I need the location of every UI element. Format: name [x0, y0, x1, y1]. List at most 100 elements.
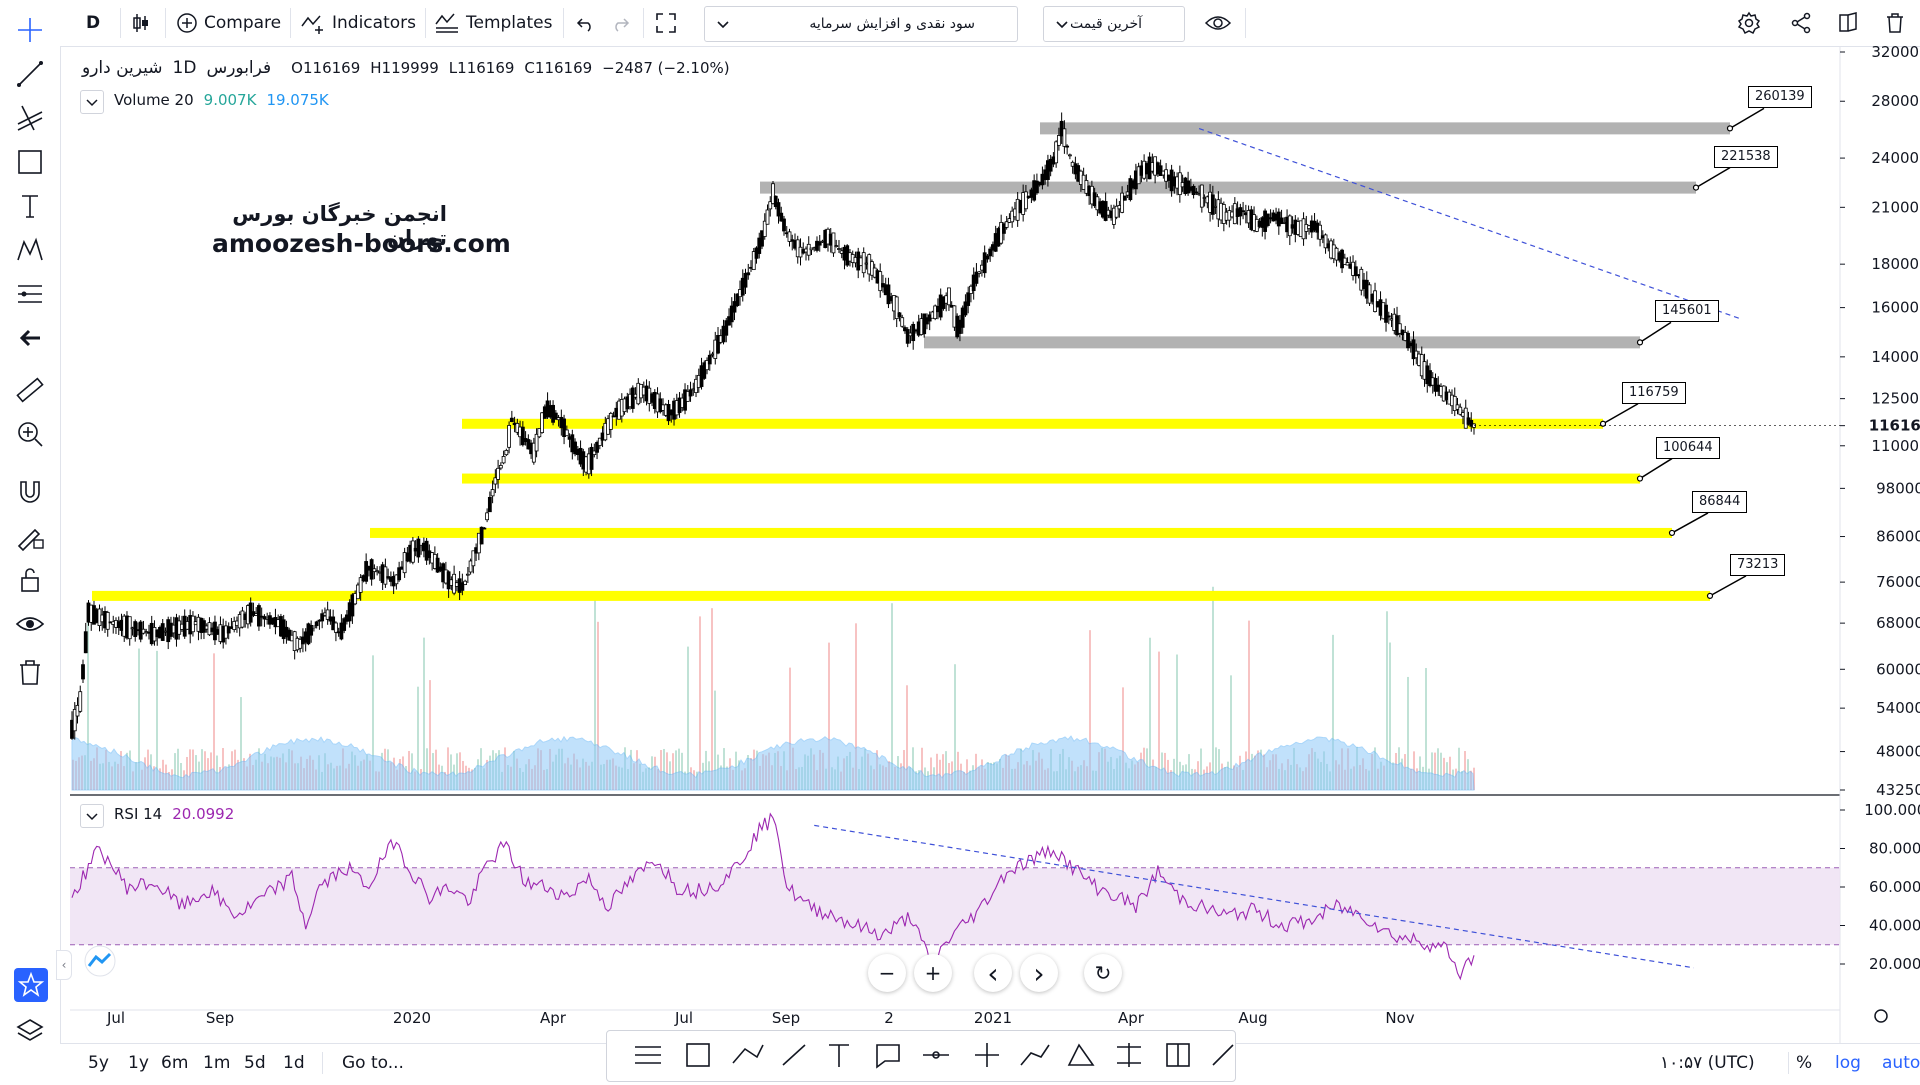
snapshot-button[interactable]: [1836, 0, 1860, 46]
candle-body: [947, 287, 951, 306]
settings-button[interactable]: [1737, 0, 1761, 46]
lock-drawing-icon[interactable]: [14, 520, 46, 552]
scroll-left-button[interactable]: ‹: [974, 954, 1012, 992]
time-axis-label: Nov: [1385, 1009, 1414, 1027]
indicators-button[interactable]: Indicators: [300, 0, 416, 46]
candle-body: [966, 292, 971, 306]
star-icon: [17, 971, 45, 997]
level-tag[interactable]: 116759: [1622, 381, 1686, 404]
candle-body: [471, 550, 476, 567]
range-1y[interactable]: 1y: [128, 1052, 149, 1073]
compare-button[interactable]: Compare: [176, 0, 281, 46]
level-tag[interactable]: 221538: [1714, 145, 1778, 168]
zoom-in-icon[interactable]: [14, 418, 46, 450]
reset-chart-button[interactable]: ↻: [1084, 954, 1122, 992]
prediction-icon[interactable]: [14, 278, 46, 310]
range-5d[interactable]: 5d: [244, 1052, 266, 1073]
goto-button[interactable]: Go to...: [342, 1052, 404, 1073]
volume-value-2: 19.075K: [266, 91, 329, 109]
chart-type-button[interactable]: [130, 0, 152, 46]
log-toggle[interactable]: log: [1835, 1052, 1861, 1073]
candle-body: [1384, 304, 1388, 323]
favorites-button[interactable]: [14, 968, 48, 1002]
arrow-left-icon[interactable]: [14, 322, 46, 354]
collapse-toolbar-button[interactable]: ‹: [56, 950, 72, 980]
volume-bar: [714, 690, 716, 790]
dividends-dropdown[interactable]: سود نقدی و افزایش سرمایه: [704, 6, 1018, 42]
volume-bar: [1431, 752, 1433, 790]
trash-icon[interactable]: [14, 656, 46, 688]
candle-body: [1065, 145, 1070, 148]
share-button[interactable]: [1789, 0, 1813, 46]
range-5y[interactable]: 5y: [88, 1052, 109, 1073]
eye-icon[interactable]: [14, 608, 46, 640]
candle-body: [1397, 323, 1402, 334]
redo-button[interactable]: [610, 0, 630, 46]
visibility-button[interactable]: [1204, 0, 1232, 46]
level-tag[interactable]: 73213: [1730, 553, 1786, 576]
volume-bar: [906, 685, 908, 790]
candle-body: [1323, 234, 1328, 249]
volume-bar: [666, 752, 668, 790]
floating-tools-icons[interactable]: [607, 1031, 1235, 1081]
volume-bar: [1458, 747, 1460, 790]
legend-low: L116169: [448, 59, 515, 77]
layers-icon[interactable]: [14, 1016, 46, 1048]
dividends-dropdown-value: سود نقدی و افزایش سرمایه: [809, 16, 975, 32]
volume-bar: [201, 749, 203, 790]
candle-body: [1035, 180, 1039, 194]
level-tag[interactable]: 100644: [1656, 436, 1720, 459]
candle-body: [768, 201, 773, 210]
delete-chart-button[interactable]: [1884, 0, 1906, 46]
level-tag[interactable]: 145601: [1655, 300, 1719, 323]
level-tag[interactable]: 86844: [1692, 490, 1748, 513]
candle-body: [630, 387, 635, 409]
volume-bar: [597, 621, 599, 790]
templates-button[interactable]: Templates: [434, 0, 552, 46]
candle-body: [1411, 339, 1416, 360]
time-axis-label: Jul: [674, 1009, 693, 1027]
pattern-icon[interactable]: [14, 234, 46, 266]
volume-bar: [675, 750, 677, 790]
candle-body: [485, 512, 490, 521]
level-tag[interactable]: 260139: [1748, 86, 1812, 109]
range-6m[interactable]: 6m: [161, 1052, 189, 1073]
ruler-icon[interactable]: [14, 374, 46, 406]
range-1d[interactable]: 1d: [283, 1052, 305, 1073]
price-axis-label: 98000: [1876, 479, 1920, 497]
collapse-legend-button[interactable]: [80, 90, 104, 114]
price-source-dropdown[interactable]: آخرین قیمت: [1043, 6, 1185, 42]
volume-bar: [423, 637, 425, 790]
crosshair-icon[interactable]: [14, 14, 46, 46]
scroll-right-button[interactable]: ›: [1020, 954, 1058, 992]
volume-bar: [174, 753, 176, 790]
volume-bar: [432, 753, 434, 790]
percent-toggle[interactable]: %: [1796, 1052, 1813, 1073]
level-tag-pointer: [1729, 107, 1765, 130]
range-1m[interactable]: 1m: [203, 1052, 231, 1073]
trend-line-icon[interactable]: [14, 58, 46, 90]
fullscreen-button[interactable]: [654, 0, 678, 46]
clock[interactable]: ۱۰:۵۷ (UTC): [1660, 1052, 1755, 1073]
candle-body: [1318, 224, 1322, 240]
fib-retracement-icon[interactable]: [14, 102, 46, 134]
volume-bar: [1434, 752, 1436, 790]
templates-icon: [435, 13, 458, 33]
volume-bar: [930, 757, 932, 790]
unlock-icon[interactable]: [14, 564, 46, 596]
zoom-out-button[interactable]: −: [868, 954, 906, 992]
text-icon[interactable]: [14, 190, 46, 222]
magnet-icon[interactable]: [14, 476, 46, 508]
level-band: [92, 590, 1710, 601]
undo-button[interactable]: [576, 0, 596, 46]
price-axis-label: 60000: [1876, 660, 1920, 678]
auto-toggle[interactable]: auto: [1882, 1052, 1920, 1073]
collapse-rsi-button[interactable]: [80, 804, 104, 828]
zoom-in-button[interactable]: +: [914, 954, 952, 992]
symbol-search-button[interactable]: D: [86, 13, 101, 33]
rectangle-icon[interactable]: [14, 146, 46, 178]
level-tag-anchor: [1706, 592, 1714, 599]
level-tag-anchor: [1636, 339, 1644, 346]
compare-label: Compare: [204, 13, 282, 33]
